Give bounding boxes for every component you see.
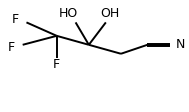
Text: F: F [12, 13, 19, 26]
Text: OH: OH [100, 7, 119, 20]
Text: F: F [53, 58, 60, 71]
Text: HO: HO [58, 7, 78, 20]
Text: F: F [8, 41, 15, 54]
Text: N: N [176, 38, 185, 51]
